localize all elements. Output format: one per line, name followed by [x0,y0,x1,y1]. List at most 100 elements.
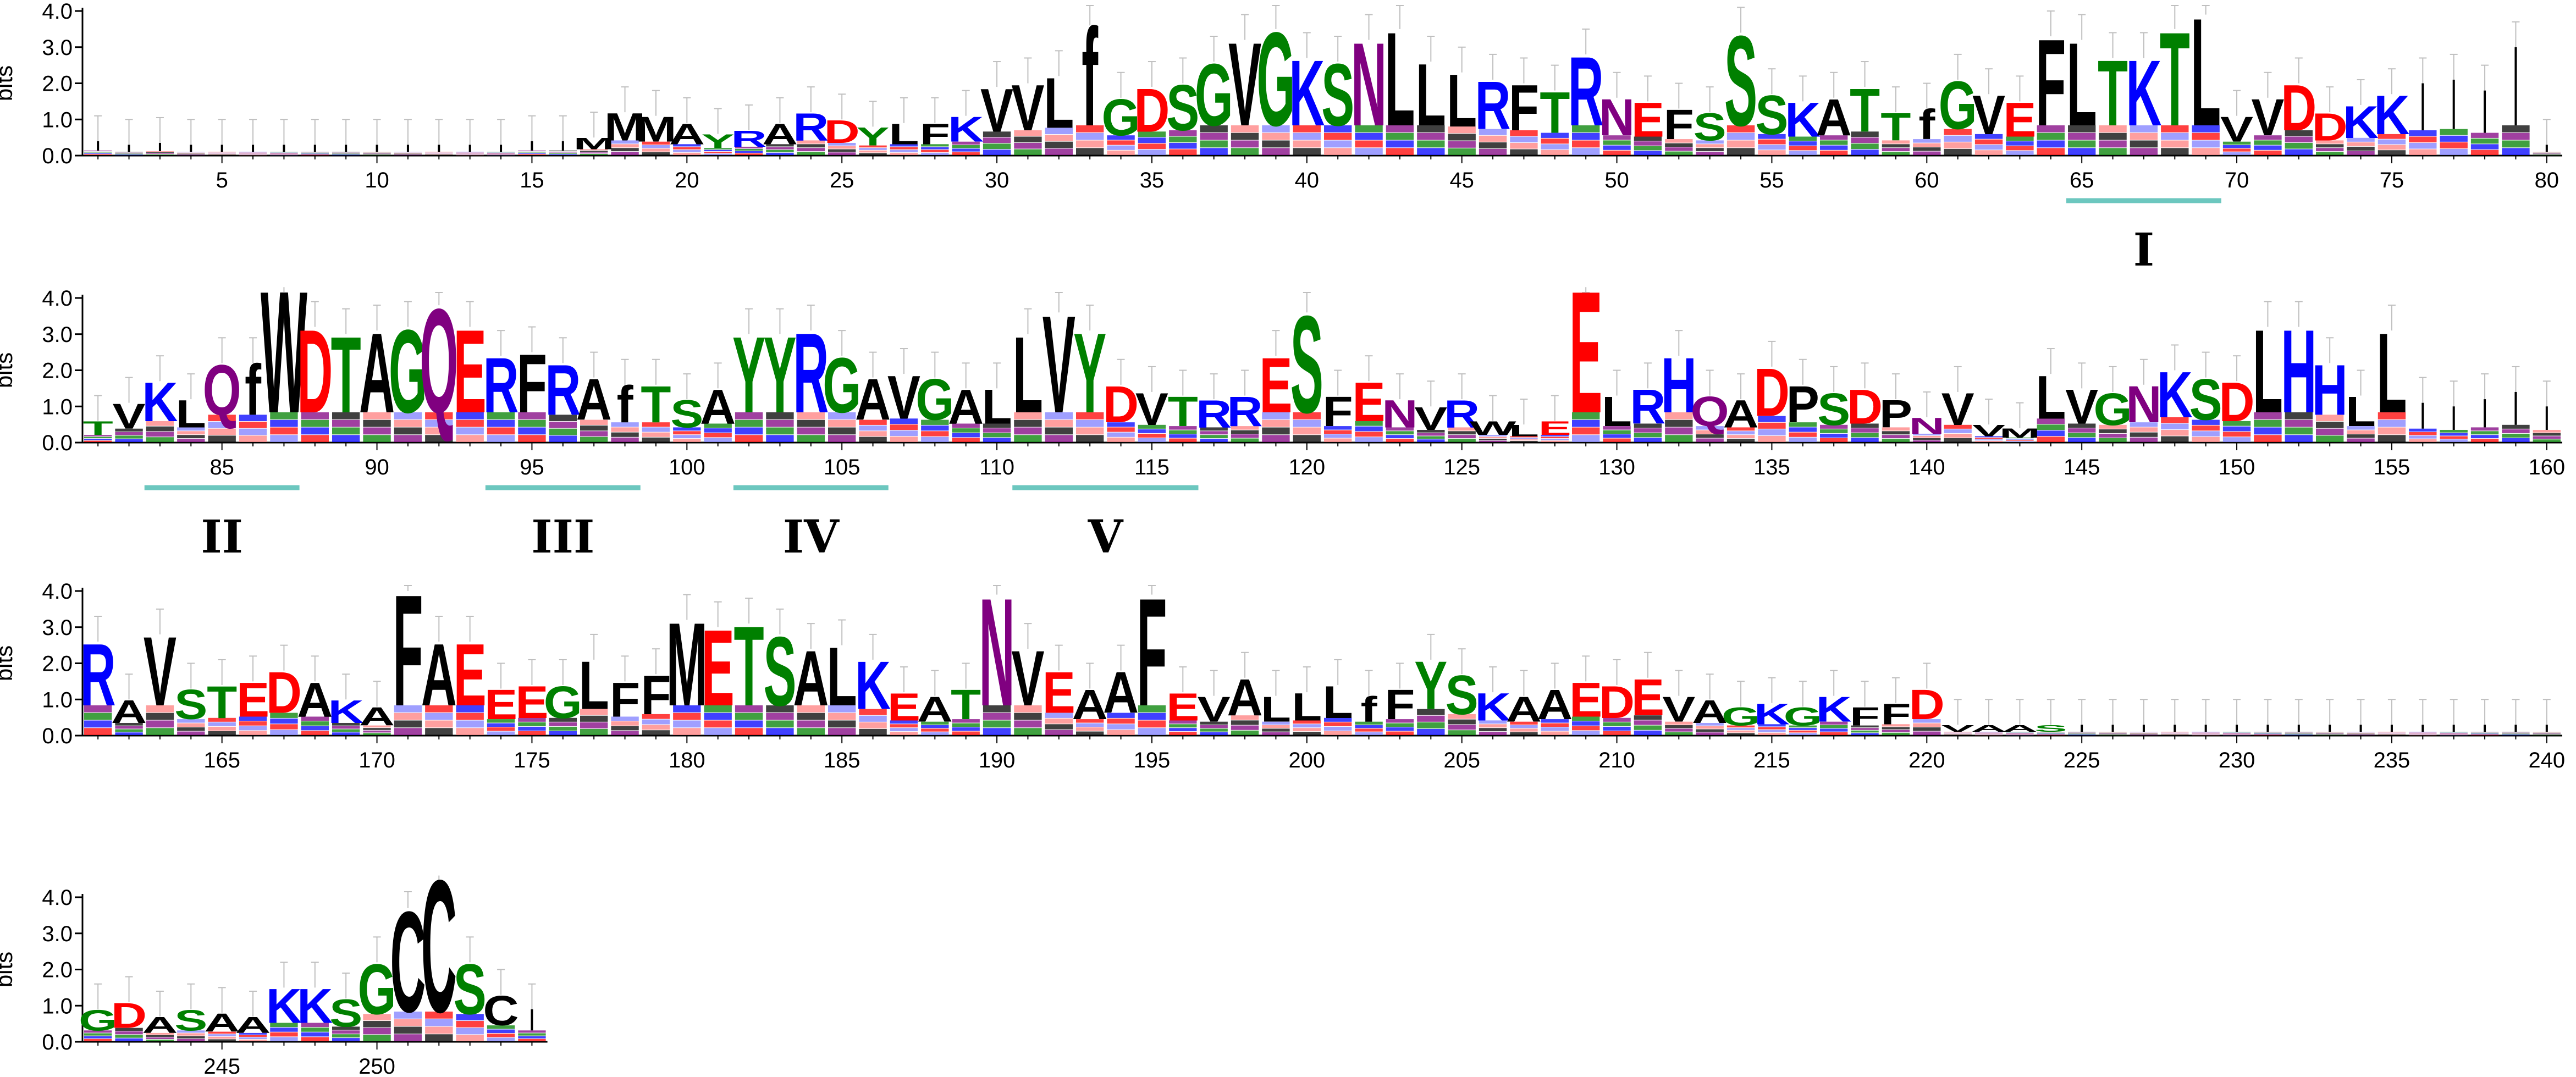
residue-minor [1417,439,1445,442]
residue-minor [1820,725,1848,728]
residue-minor [2502,132,2530,140]
residue-minor [2409,734,2437,736]
residue-minor [1820,145,1848,150]
residue-minor [84,435,112,437]
residue-minor [1696,140,1724,144]
residue-minor [1293,724,1321,728]
residue-minor [797,427,825,435]
residue-minor [1231,434,1259,438]
residue-minor [2533,433,2561,436]
residue-letter [2514,47,2517,125]
residue-minor [1634,438,1662,442]
residue-minor [115,722,143,726]
residue-minor [2285,142,2313,149]
x-tick-label: 70 [2225,168,2249,192]
residue-letter: M [666,599,708,731]
residue-minor [394,154,422,156]
residue-minor [797,148,825,152]
residue-minor [1758,139,1786,145]
residue-minor [456,412,484,419]
residue-minor [115,726,143,729]
residue-minor [859,419,887,425]
residue-minor [580,722,608,728]
residue-letter: A [1227,668,1263,727]
residue-minor [1696,426,1724,430]
residue-minor [146,152,174,153]
residue-minor [1510,436,1538,438]
x-tick-label: 105 [824,455,860,479]
residue-letter [252,145,255,152]
residue-minor [1417,433,1445,436]
motif-label-I: I [2133,224,2154,277]
residue-minor [1974,145,2003,150]
residue-minor [766,144,794,147]
residue-letter: L [827,631,857,723]
residue-minor [1913,440,1941,442]
residue-minor [1448,725,1476,730]
residue-minor [2037,132,2065,140]
residue-letter: D [1909,681,1945,728]
residue-minor [394,713,422,720]
x-tick-label: 140 [1908,455,1945,479]
residue-minor [983,428,1011,433]
x-tick-label: 10 [365,168,389,192]
residue-minor [1138,705,1166,713]
residue-minor [1944,424,1972,429]
residue-minor [1726,148,1755,155]
residue-minor [1572,716,1600,721]
residue-letter: T [734,603,764,730]
residue-letter: E [887,686,920,729]
residue-minor [1355,132,1383,140]
residue-minor [642,725,670,730]
residue-letter [220,145,223,152]
residue-minor [487,727,515,731]
residue-minor [2440,142,2468,148]
residue-minor [456,419,484,427]
residue-letter: R [731,126,767,152]
residue-minor [1448,719,1476,725]
residue-minor [1293,132,1321,140]
residue-minor [1974,436,2003,438]
residue-letter: D [1754,355,1790,431]
residue-minor [921,728,949,732]
residue-minor [1386,727,1414,731]
residue-minor [1107,422,1135,427]
residue-minor [642,148,670,152]
residue-minor [425,728,453,735]
residue-minor [1107,150,1135,155]
residue-minor [1913,723,1941,727]
residue-minor [239,435,267,442]
residue-minor [1169,720,1197,724]
residue-minor [1417,132,1445,140]
residue-minor [704,150,732,152]
residue-minor [1417,722,1445,728]
residue-minor [1231,715,1259,720]
residue-minor [2502,433,2530,438]
residue-minor [518,412,546,419]
residue-letter: V [113,396,146,437]
residue-letter: S [1290,287,1323,442]
residue-minor [456,705,484,713]
residue-minor [425,1026,453,1034]
residue-minor [1014,427,1042,435]
residue-minor [859,148,887,150]
residue-minor [1014,412,1042,419]
residue-minor [1696,726,1724,729]
residue-letter: N [1351,19,1387,151]
residue-minor [921,721,949,725]
x-tick-label: 20 [675,168,699,192]
residue-minor [797,419,825,427]
residue-letter: L [889,118,919,151]
residue-letter: T [331,314,361,435]
residue-minor [2347,430,2375,434]
residue-minor [1479,728,1507,732]
residue-minor [208,1036,236,1039]
residue-letter: L [2376,310,2407,437]
residue-minor [1386,723,1414,727]
residue-letter [313,145,316,152]
residue-minor [1913,719,1941,723]
residue-minor [1262,148,1290,155]
residue-minor [518,419,546,427]
residue-minor [1014,713,1042,720]
residue-minor [1510,441,1538,442]
